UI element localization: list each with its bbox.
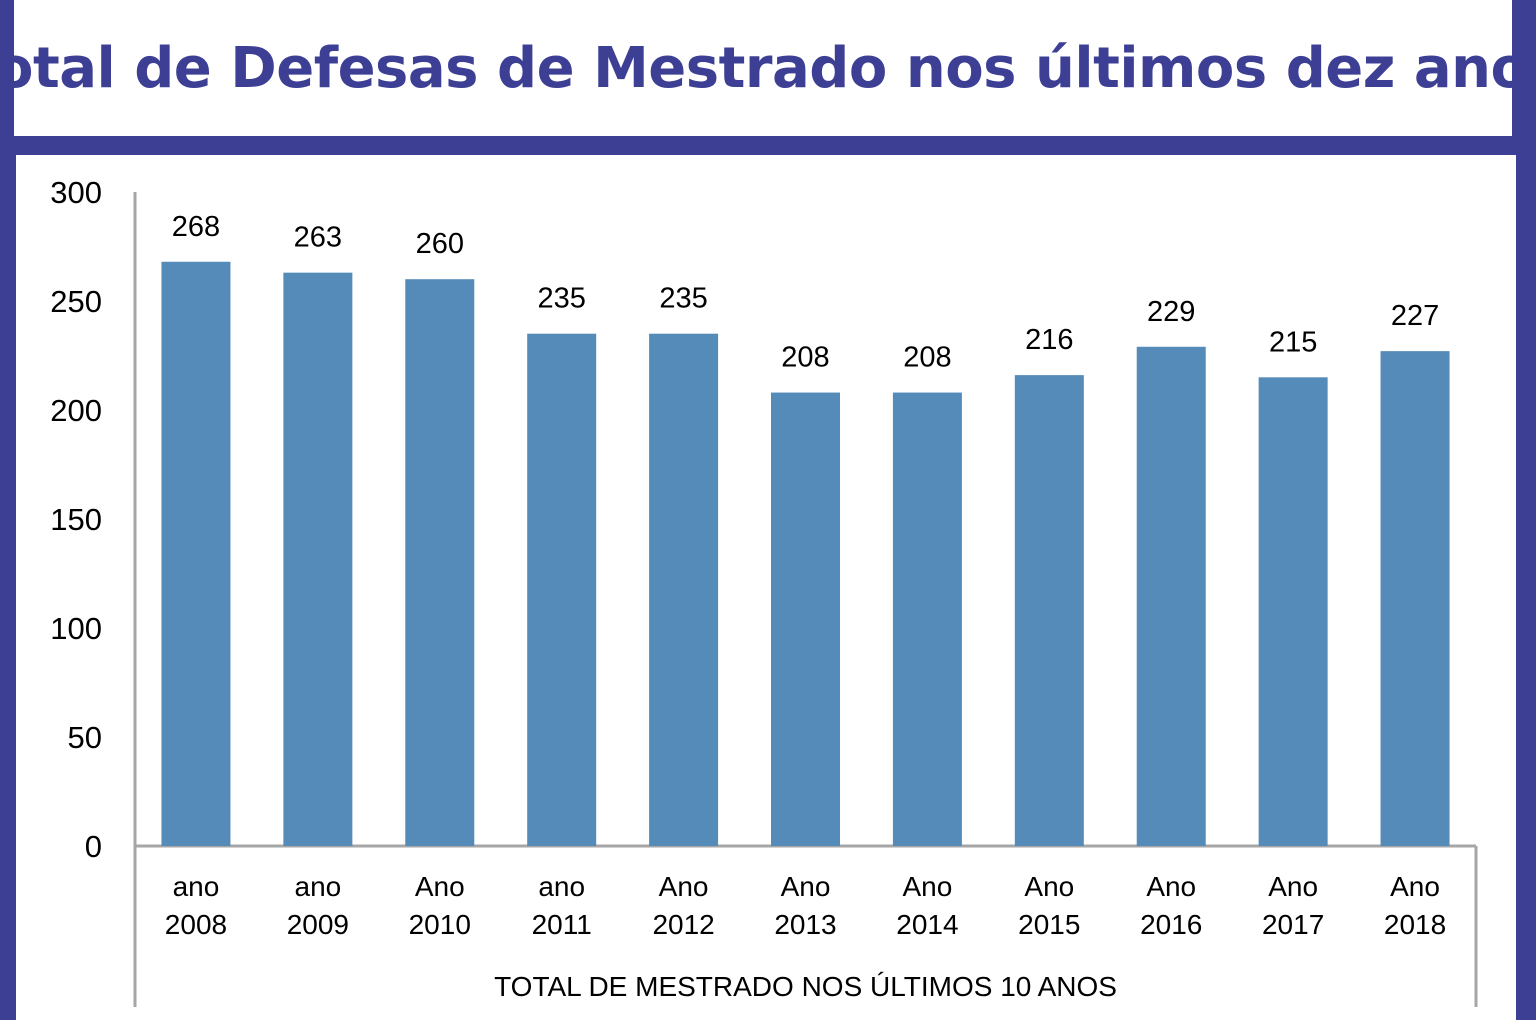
x-category-label-line1: Ano xyxy=(1268,871,1318,902)
y-tick-label: 250 xyxy=(50,284,102,319)
x-category-label-line2: 2016 xyxy=(1140,909,1202,940)
x-category-label-line2: 2013 xyxy=(774,909,836,940)
x-category-label-line1: ano xyxy=(538,871,585,902)
y-tick-label: 50 xyxy=(68,720,102,755)
bar xyxy=(771,392,840,846)
title-panel: Total de Defesas de Mestrado nos últimos… xyxy=(0,0,1536,136)
chart-panel: 0 50 100 150 200 250 300 268 ano 2008 263 ano 2009 26… xyxy=(16,155,1516,1020)
data-label: 268 xyxy=(172,211,220,243)
chart-title: Total de Defesas de Mestrado nos últimos… xyxy=(0,35,1536,101)
bar xyxy=(1014,375,1084,846)
x-category-label-line1: Ano xyxy=(1146,871,1196,902)
x-category-label-line1: Ano xyxy=(1024,871,1074,902)
bar xyxy=(405,279,475,846)
bar-chart: 0 50 100 150 200 250 300 268 ano 2008 263 ano 2009 26… xyxy=(50,175,1478,1007)
bar xyxy=(892,392,962,846)
data-label: 229 xyxy=(1147,296,1195,328)
data-label: 208 xyxy=(781,342,829,374)
x-category-label-line2: 2009 xyxy=(287,909,349,940)
x-category-label-line2: 2008 xyxy=(165,909,227,940)
x-category-label-line1: Ano xyxy=(781,871,831,902)
data-label: 216 xyxy=(1025,324,1073,356)
x-category-label-line2: 2010 xyxy=(409,909,471,940)
x-category-label-line2: 2012 xyxy=(652,909,714,940)
bar xyxy=(1380,351,1450,846)
bar xyxy=(161,261,231,846)
bar xyxy=(649,333,719,846)
x-category-label-line1: ano xyxy=(295,871,342,902)
x-category-label-line2: 2018 xyxy=(1384,909,1446,940)
bar xyxy=(1258,377,1328,846)
x-category-label-line2: 2014 xyxy=(896,909,958,940)
bar xyxy=(283,272,353,846)
data-label: 260 xyxy=(416,228,464,260)
data-label: 208 xyxy=(903,342,951,374)
data-label: 215 xyxy=(1269,326,1317,358)
x-category-label-line2: 2011 xyxy=(532,909,592,940)
y-tick-label: 200 xyxy=(50,393,102,428)
x-category-label-line2: 2017 xyxy=(1262,909,1324,940)
y-tick-label: 100 xyxy=(50,611,102,646)
bar xyxy=(527,333,597,846)
data-label: 235 xyxy=(537,283,585,315)
x-category-label-line1: Ano xyxy=(1390,871,1440,902)
data-label: 235 xyxy=(659,283,707,315)
x-category-label-line1: Ano xyxy=(902,871,952,902)
x-category-label-line1: Ano xyxy=(659,871,709,902)
data-label: 263 xyxy=(294,222,342,254)
y-tick-label: 0 xyxy=(85,829,102,864)
bar xyxy=(1136,346,1206,846)
x-category-label-line1: Ano xyxy=(415,871,465,902)
x-category-label-line1: ano xyxy=(173,871,220,902)
y-tick-label: 300 xyxy=(50,175,102,210)
x-category-label-line2: 2015 xyxy=(1018,909,1080,940)
x-axis-title: TOTAL DE MESTRADO NOS ÚLTIMOS 10 ANOS xyxy=(494,971,1117,1002)
data-label: 227 xyxy=(1391,300,1439,332)
y-tick-label: 150 xyxy=(50,502,102,537)
